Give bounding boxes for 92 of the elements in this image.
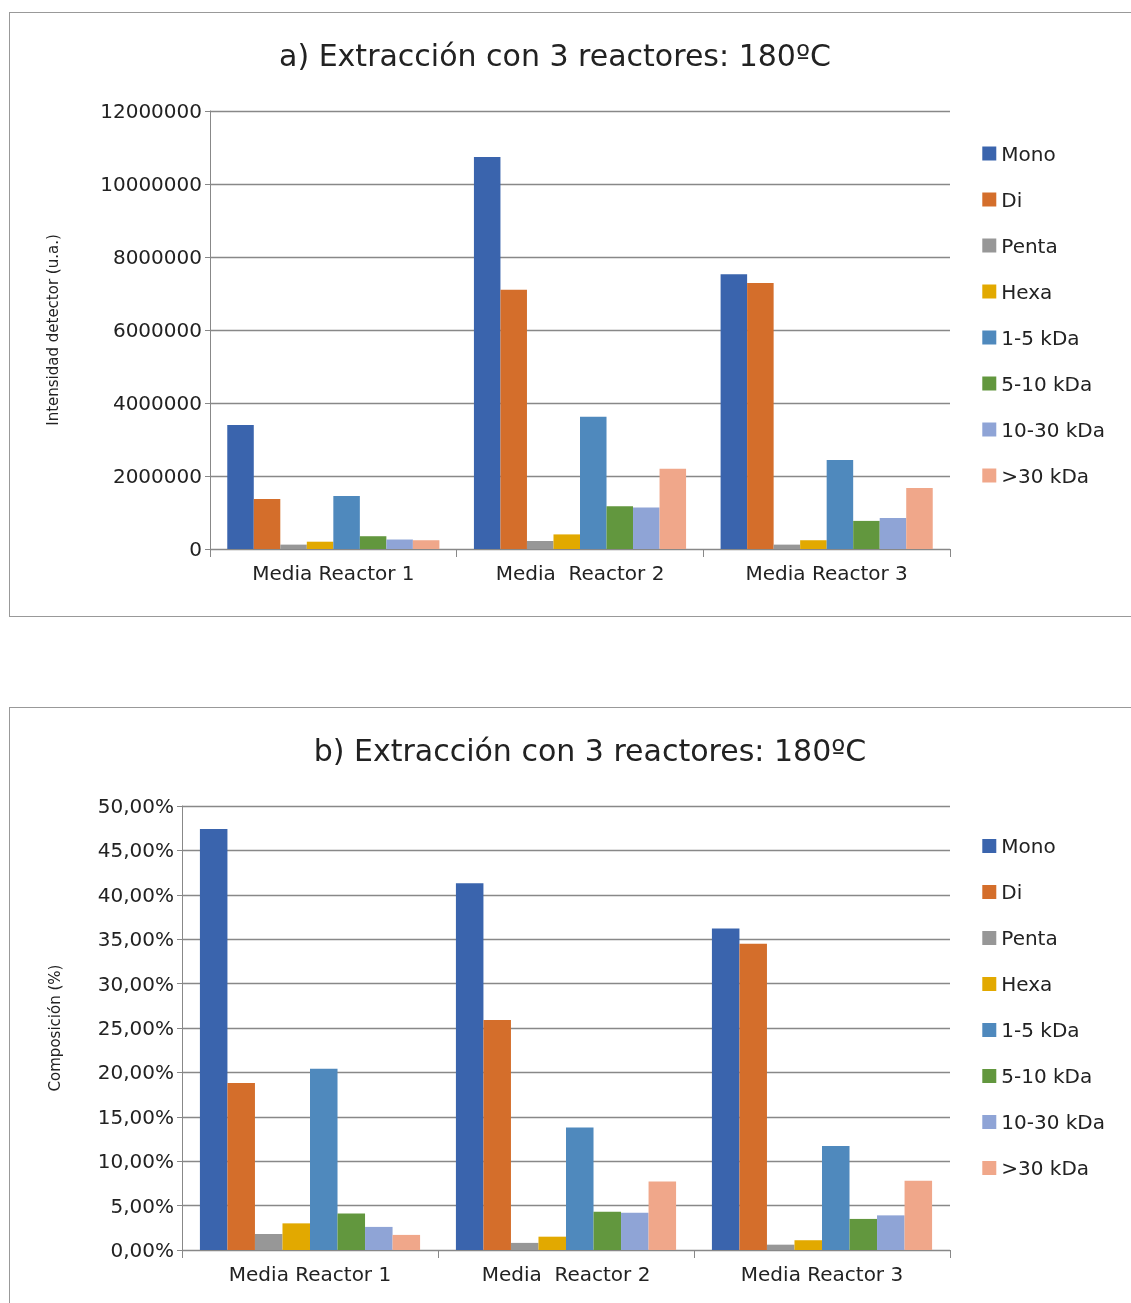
bar	[720, 274, 748, 549]
bar	[337, 1213, 366, 1250]
bar	[455, 883, 484, 1250]
bar	[879, 517, 907, 549]
bar	[877, 1215, 905, 1250]
bar	[853, 520, 880, 549]
legend-label: >30 kDa	[1001, 463, 1090, 488]
bar	[386, 539, 413, 549]
x-tick-label: Media Reactor 1	[228, 1262, 392, 1286]
bar	[483, 1020, 511, 1250]
y-axis-title: Intensidad detector (u.a.)	[43, 234, 62, 426]
bar	[747, 282, 774, 549]
bar	[794, 1240, 822, 1250]
bar	[359, 536, 387, 549]
bar	[280, 544, 307, 549]
y-tick-label: 2000000	[112, 464, 202, 488]
bar	[906, 488, 933, 549]
bar	[580, 416, 607, 549]
bar	[412, 540, 440, 549]
y-tick-label: 10,00%	[97, 1149, 174, 1174]
bar	[333, 496, 360, 549]
y-tick-label: 15,00%	[97, 1104, 174, 1129]
bar	[566, 1127, 594, 1250]
y-tick-label: 8000000	[112, 245, 202, 269]
y-tick-label: 45,00%	[97, 838, 174, 863]
bar	[310, 1068, 338, 1250]
x-tick-label: Media Reactor 3	[745, 561, 908, 585]
y-tick-label: 50,00%	[97, 794, 174, 818]
bar	[593, 1211, 622, 1250]
y-tick-label: 40,00%	[97, 882, 174, 907]
legend-label: Mono	[1001, 141, 1056, 166]
y-tick-label: 35,00%	[97, 927, 174, 952]
legend-label: 1-5 kDa	[1001, 325, 1080, 350]
y-tick-label: 20,00%	[97, 1060, 174, 1085]
legend-label: Hexa	[1001, 279, 1053, 304]
bar	[773, 544, 801, 549]
x-tick-label: Media Reactor 2	[481, 1262, 651, 1286]
bar	[199, 829, 228, 1250]
bar	[392, 1234, 421, 1250]
bar	[227, 1083, 255, 1250]
bar	[553, 534, 580, 549]
x-tick-label: Media Reactor 3	[740, 1262, 904, 1286]
bar	[306, 541, 334, 549]
legend-label: Hexa	[1001, 972, 1053, 996]
legend-label: 10-30 kDa	[1001, 417, 1106, 442]
bar	[606, 506, 634, 549]
bar	[526, 540, 554, 549]
bar	[227, 424, 254, 549]
bar	[473, 156, 501, 549]
legend-label: 5-10 kDa	[1001, 371, 1093, 396]
legend-label: Di	[1001, 187, 1023, 212]
bar	[648, 1181, 677, 1250]
x-tick-label: Media Reactor 2	[495, 561, 665, 585]
chart-title: b) Extracción con 3 reactores: 180ºC	[313, 732, 867, 768]
bar	[739, 943, 767, 1250]
bar	[766, 1244, 795, 1250]
y-axis-title: Composición (%)	[45, 964, 64, 1092]
x-tick-label: Media Reactor 1	[252, 561, 415, 585]
bar	[282, 1223, 310, 1250]
bar	[711, 928, 740, 1250]
legend-label: 1-5 kDa	[1001, 1018, 1080, 1042]
y-tick-label: 25,00%	[97, 1016, 174, 1040]
y-tick-label: 10000000	[100, 172, 202, 196]
y-tick-label: 0	[189, 537, 202, 561]
bar	[659, 468, 687, 549]
bar	[253, 499, 281, 549]
bar	[365, 1226, 393, 1250]
bar	[500, 289, 527, 549]
bar	[538, 1236, 566, 1250]
bar	[510, 1242, 539, 1250]
bar	[904, 1180, 933, 1250]
y-tick-label: 0,00%	[110, 1238, 174, 1262]
legend-label: Penta	[1001, 926, 1058, 950]
bar	[822, 1146, 850, 1250]
legend-label: Di	[1001, 880, 1023, 904]
bar	[621, 1212, 649, 1250]
legend-label: 5-10 kDa	[1001, 1064, 1093, 1088]
legend-label: Mono	[1001, 834, 1056, 858]
bar	[800, 540, 827, 549]
y-tick-label: 5,00%	[110, 1193, 174, 1218]
bar	[826, 459, 854, 549]
y-tick-label: 12000000	[100, 99, 202, 123]
bar	[849, 1218, 878, 1250]
legend-label: Penta	[1001, 233, 1058, 258]
legend-label: >30 kDa	[1001, 1156, 1090, 1180]
bar	[633, 507, 660, 549]
y-tick-label: 30,00%	[97, 971, 174, 996]
y-tick-label: 4000000	[112, 391, 202, 415]
y-tick-label: 6000000	[112, 318, 202, 342]
chart-title: a) Extracción con 3 reactores: 180ºC	[279, 37, 831, 73]
legend-label: 10-30 kDa	[1001, 1110, 1106, 1134]
bar	[254, 1234, 283, 1250]
